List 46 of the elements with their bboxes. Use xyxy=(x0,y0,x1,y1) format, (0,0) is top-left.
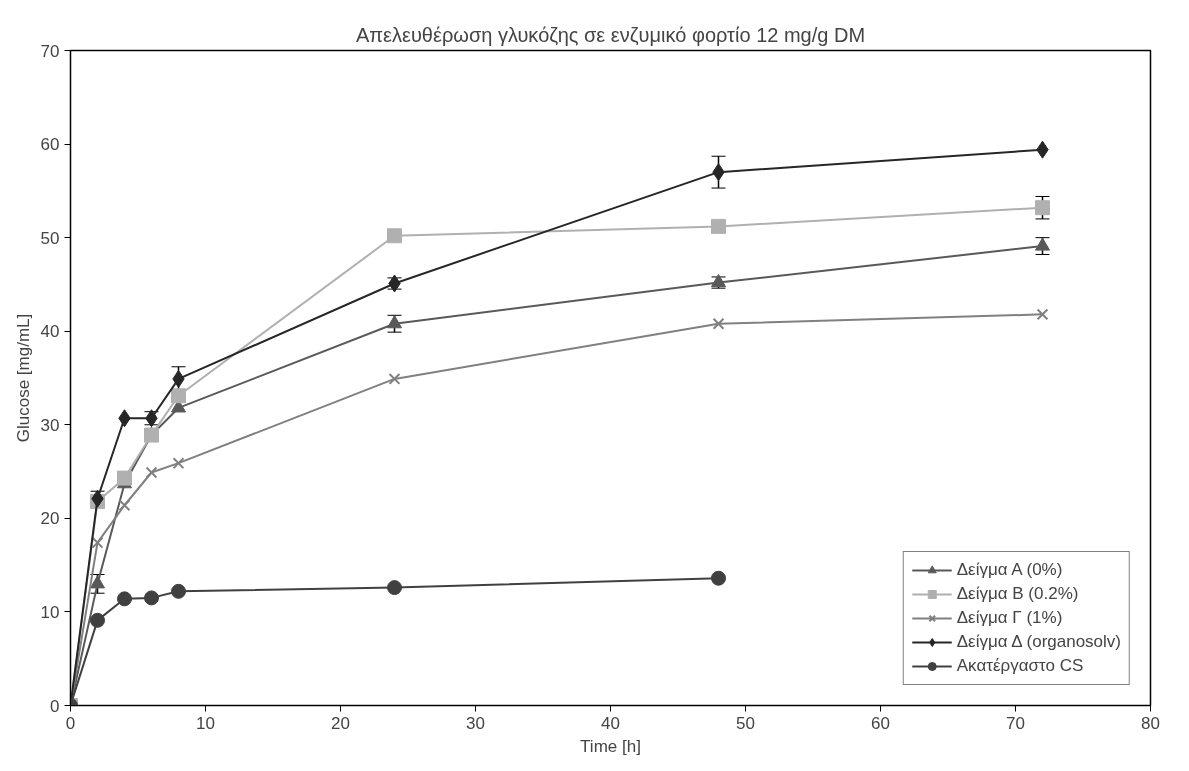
point xyxy=(711,570,726,586)
point xyxy=(91,536,104,549)
point xyxy=(172,457,185,470)
point xyxy=(387,315,402,329)
point xyxy=(171,388,186,404)
x-tick-label: 60 xyxy=(871,713,890,733)
x-tick-label: 40 xyxy=(601,713,620,733)
y-tick-label: 60 xyxy=(40,135,60,155)
y-tick-label: 10 xyxy=(40,602,60,622)
legend-label: Δείγμα Β (0.2%) xyxy=(956,584,1079,604)
point xyxy=(712,317,725,330)
x-tick-label: 30 xyxy=(466,713,485,733)
point xyxy=(1035,200,1050,216)
x-axis-title: Time [h] xyxy=(580,736,641,756)
legend-label: Δείγμα Α (0%) xyxy=(956,560,1063,580)
point xyxy=(387,228,402,244)
x-tick-label: 70 xyxy=(1006,713,1025,733)
y-tick-label: 30 xyxy=(40,415,60,435)
point xyxy=(144,590,159,606)
point xyxy=(388,372,401,385)
y-tick-label: 70 xyxy=(40,41,60,61)
y-tick-label: 40 xyxy=(40,322,60,342)
y-tick-label: 20 xyxy=(40,509,60,529)
y-tick-label: 50 xyxy=(40,228,60,248)
x-tick-label: 50 xyxy=(736,713,755,733)
y-axis-title: Glucose [mg/mL] xyxy=(13,313,33,443)
point xyxy=(387,580,402,596)
x-tick-label: 10 xyxy=(196,713,215,733)
y-tick-label: 0 xyxy=(50,696,60,716)
x-tick-label: 20 xyxy=(331,713,350,733)
point xyxy=(90,575,105,589)
point xyxy=(1036,308,1049,321)
x-tick-label: 0 xyxy=(65,713,76,733)
point xyxy=(117,470,132,486)
point xyxy=(145,466,158,479)
point xyxy=(1035,237,1050,251)
point xyxy=(171,583,186,599)
x-tick-label: 80 xyxy=(1141,713,1160,733)
point xyxy=(711,218,726,234)
point xyxy=(117,591,132,607)
point xyxy=(118,499,131,512)
point xyxy=(90,612,105,628)
legend-label: Δείγμα Δ (organosolv) xyxy=(956,632,1121,652)
chart-title: Απελευθέρωση γλυκόζης σε ενζυμικό φορτίο 12 mg/g DM xyxy=(355,23,866,46)
legend-label: Δείγμα Γ (1%) xyxy=(956,608,1063,628)
legend-label: Ακατέργαστο CS xyxy=(956,656,1084,676)
